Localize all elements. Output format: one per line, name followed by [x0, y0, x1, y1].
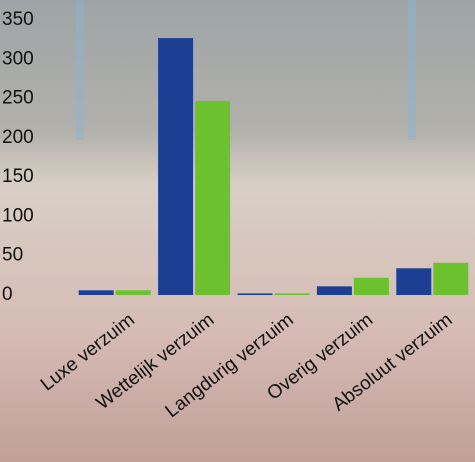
bar — [237, 293, 273, 295]
y-tick-label: 150 — [2, 166, 34, 187]
bar — [433, 262, 469, 295]
background-post — [76, 0, 84, 140]
bar — [115, 290, 151, 295]
y-tick-label: 350 — [2, 9, 34, 30]
y-tick-label: 0 — [2, 284, 13, 305]
y-tick-label: 200 — [2, 127, 34, 148]
y-tick-label: 100 — [2, 205, 34, 226]
bar — [78, 290, 114, 295]
y-tick-label: 300 — [2, 48, 34, 69]
bar — [274, 293, 310, 295]
y-tick-label: 250 — [2, 88, 34, 109]
background-post — [408, 0, 416, 140]
y-tick-label: 50 — [2, 245, 23, 266]
bar — [195, 100, 231, 295]
bar — [316, 286, 352, 295]
bar — [158, 38, 194, 295]
bar — [353, 277, 389, 295]
bar — [396, 268, 432, 295]
